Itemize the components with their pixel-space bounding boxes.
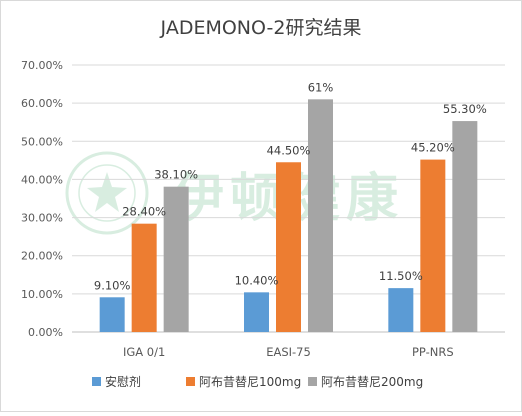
x-tick-label: IGA 0/1 [123, 345, 165, 359]
y-tick-label: 0.00% [28, 326, 63, 339]
bar [276, 162, 301, 332]
bar [452, 121, 478, 332]
bar [308, 99, 333, 332]
bar [131, 223, 157, 332]
bar [420, 159, 446, 332]
data-label: 45.20% [411, 141, 455, 155]
y-tick-label: 50.00% [21, 135, 63, 148]
data-label: 28.40% [122, 205, 166, 219]
y-tick-label: 60.00% [21, 97, 63, 110]
data-label: 55.30% [443, 102, 487, 116]
y-tick-label: 30.00% [21, 212, 63, 225]
legend-label: 阿布昔替尼100mg [199, 375, 301, 389]
data-label: 11.50% [379, 269, 423, 283]
legend: 安慰剂 阿布昔替尼100mg 阿布昔替尼200mg [92, 374, 423, 389]
data-label: 38.10% [154, 168, 198, 182]
y-tick-label: 40.00% [21, 173, 63, 186]
data-label: 10.40% [235, 273, 279, 287]
legend-label: 安慰剂 [105, 374, 141, 389]
data-labels-layer: 9.10% 28.40% 38.10% 10.40% 44.50% 61% 11.50% 45… [94, 80, 487, 292]
bar [388, 288, 414, 332]
x-axis: IGA 0/1 EASI-75 PP-NRS [123, 345, 454, 359]
x-tick-label: PP-NRS [412, 345, 454, 359]
data-label: 9.10% [94, 278, 131, 292]
legend-swatch [186, 377, 195, 386]
bar [99, 297, 125, 332]
data-label: 61% [308, 80, 334, 94]
y-tick-label: 70.00% [21, 59, 63, 72]
x-tick-label: EASI-75 [266, 345, 311, 359]
bar [163, 186, 189, 332]
y-tick-label: 10.00% [21, 288, 63, 301]
y-tick-label: 20.00% [21, 250, 63, 263]
bars-layer [99, 99, 478, 332]
bar [244, 292, 269, 332]
watermark-logo [65, 151, 149, 235]
data-label: 44.50% [267, 143, 311, 157]
legend-swatch [92, 377, 101, 386]
legend-swatch [308, 377, 317, 386]
chart-title: JADEMONO-2研究结果 [160, 17, 362, 39]
legend-label: 阿布昔替尼200mg [321, 375, 423, 389]
